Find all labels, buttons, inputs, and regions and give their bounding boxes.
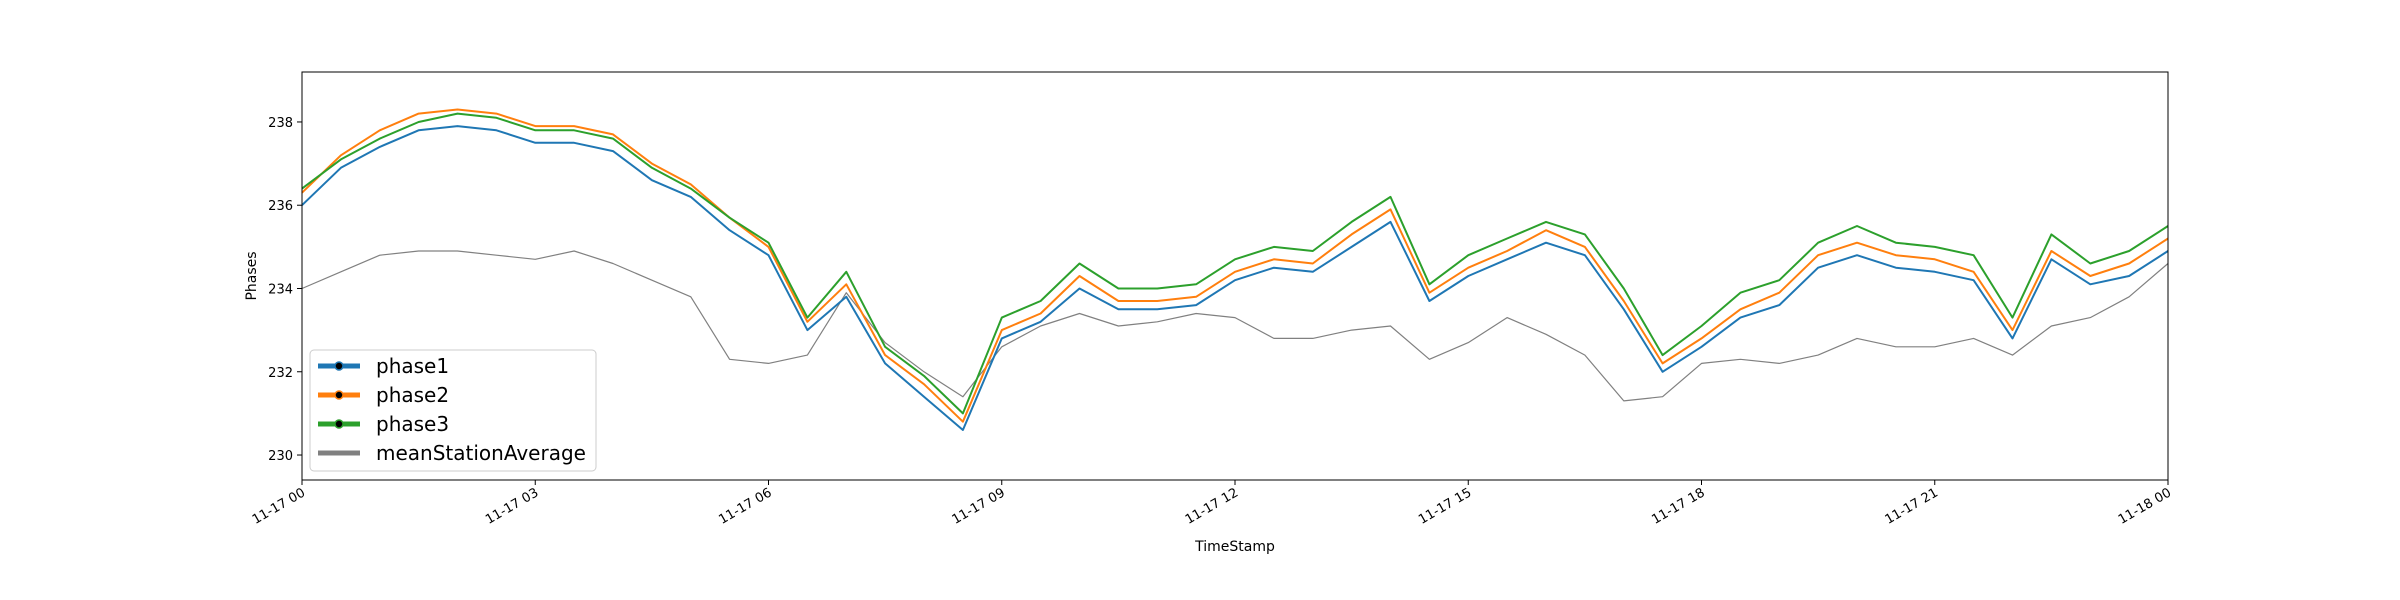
y-tick-label: 232 [268, 366, 293, 381]
y-tick-label: 234 [268, 282, 293, 297]
legend-marker [334, 419, 344, 429]
y-axis: 230 232 234 236 238 [268, 116, 302, 464]
x-axis-title: TimeStamp [1194, 539, 1275, 555]
legend-label: phase3 [376, 412, 449, 436]
legend: phase1 phase2 phase3 meanStationAverage [309, 349, 597, 472]
series-line-phase1 [301, 125, 2169, 431]
legend-label: meanStationAverage [376, 441, 586, 465]
series-line-meanStationAverage [301, 250, 2169, 402]
legend-label: phase2 [376, 383, 449, 407]
series-layer [301, 108, 2169, 431]
legend-label: phase1 [376, 354, 449, 378]
legend-marker [334, 361, 344, 371]
legend-box [309, 349, 597, 472]
series-line-phase2 [301, 108, 2169, 423]
legend-marker [334, 390, 344, 400]
series-line-phase3 [301, 112, 2169, 415]
y-tick-label: 230 [268, 449, 293, 464]
y-axis-title: Phases [244, 251, 260, 300]
y-tick-label: 238 [268, 116, 293, 131]
y-tick-label: 236 [268, 199, 293, 214]
